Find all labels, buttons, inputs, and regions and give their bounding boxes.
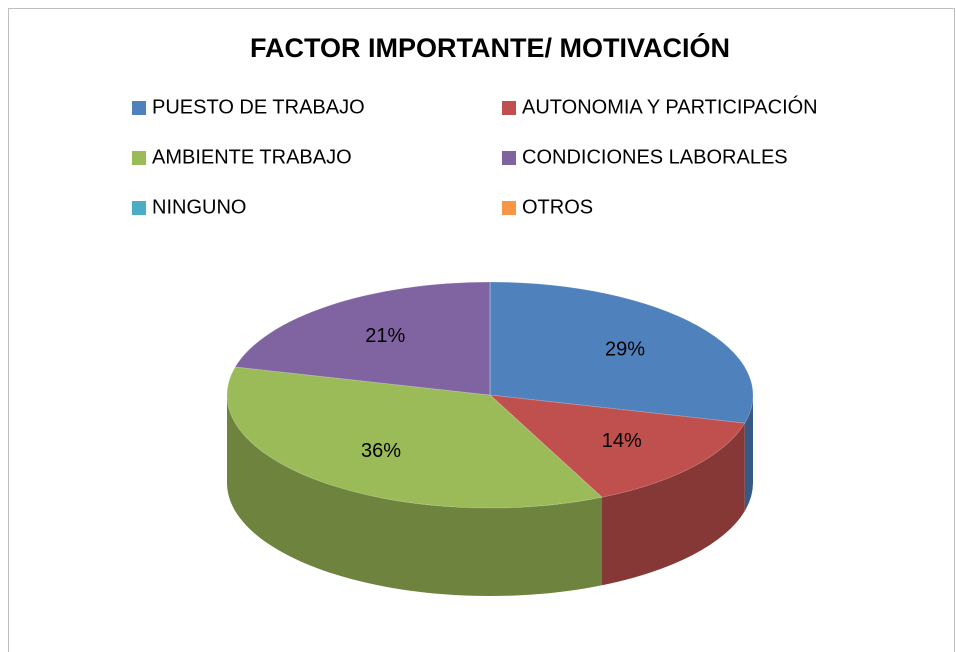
legend-swatch [132, 151, 146, 165]
slice [234, 281, 491, 396]
legend-label: NINGUNO [152, 196, 246, 218]
legend-label: CONDICIONES LABORALES [522, 146, 788, 168]
legend-label: OTROS [522, 196, 593, 218]
legend-label: AUTONOMIA Y PARTICIPACIÓN [522, 95, 818, 118]
slice-side [227, 395, 602, 596]
slice-side [601, 423, 745, 586]
data-label: 21% [365, 325, 405, 347]
legend-swatch [502, 101, 516, 115]
legend-swatch [502, 201, 516, 215]
slice-side [744, 395, 753, 512]
legend-label: AMBIENTE TRABAJO [152, 146, 352, 168]
data-label: 29% [605, 338, 645, 360]
data-label: 36% [361, 440, 401, 462]
legend-swatch [132, 201, 146, 215]
legend-swatch [502, 151, 516, 165]
chart-title: FACTOR IMPORTANTE/ MOTIVACIÓN [250, 32, 730, 63]
slice [489, 281, 754, 424]
legend-label: PUESTO DE TRABAJO [152, 96, 365, 118]
data-label: 14% [602, 430, 642, 452]
slice [488, 394, 746, 498]
slice [226, 366, 604, 509]
legend-swatch [132, 101, 146, 115]
